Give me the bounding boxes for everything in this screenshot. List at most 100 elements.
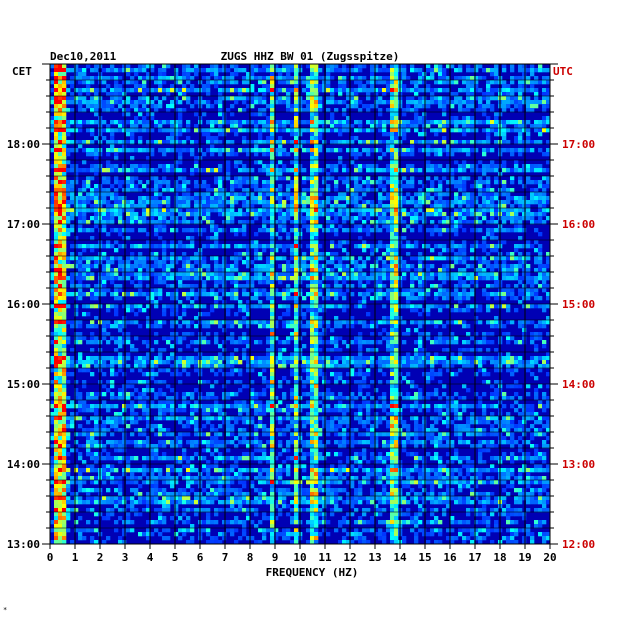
heatmap-cell: [166, 120, 171, 125]
heatmap-cell: [262, 188, 267, 193]
heatmap-cell: [266, 168, 271, 173]
heatmap-cell: [330, 120, 335, 125]
heatmap-cell: [538, 220, 543, 225]
heatmap-cell: [178, 188, 183, 193]
heatmap-cell: [490, 164, 495, 169]
heatmap-cell: [366, 228, 371, 233]
heatmap-cell: [366, 108, 371, 113]
heatmap-cell: [414, 308, 419, 313]
heatmap-cell: [546, 264, 551, 269]
heatmap-cell: [542, 104, 547, 109]
heatmap-cell: [390, 108, 395, 113]
heatmap-cell: [274, 148, 279, 153]
heatmap-cell: [310, 200, 315, 205]
heatmap-cell: [122, 196, 127, 201]
heatmap-cell: [278, 244, 283, 249]
heatmap-cell: [178, 100, 183, 105]
heatmap-cell: [482, 272, 487, 277]
heatmap-cell: [258, 304, 263, 309]
heatmap-cell: [66, 336, 71, 341]
heatmap-cell: [286, 168, 291, 173]
heatmap-cell: [262, 264, 267, 269]
heatmap-cell: [138, 164, 143, 169]
heatmap-cell: [78, 192, 83, 197]
heatmap-cell: [290, 264, 295, 269]
heatmap-cell: [434, 200, 439, 205]
heatmap-cell: [446, 268, 451, 273]
heatmap-cell: [54, 132, 59, 137]
heatmap-cell: [222, 112, 227, 117]
heatmap-cell: [270, 84, 275, 89]
heatmap-cell: [538, 320, 543, 325]
heatmap-cell: [454, 148, 459, 153]
heatmap-cell: [270, 160, 275, 165]
heatmap-cell: [322, 168, 327, 173]
heatmap-cell: [206, 312, 211, 317]
heatmap-cell: [430, 204, 435, 209]
heatmap-cell: [134, 216, 139, 221]
heatmap-cell: [518, 228, 523, 233]
heatmap-cell: [226, 264, 231, 269]
heatmap-cell: [502, 80, 507, 85]
heatmap-cell: [478, 220, 483, 225]
heatmap-cell: [526, 320, 531, 325]
heatmap-cell: [222, 276, 227, 281]
heatmap-cell: [458, 180, 463, 185]
heatmap-cell: [458, 280, 463, 285]
heatmap-cell: [542, 80, 547, 85]
heatmap-cell: [78, 168, 83, 173]
heatmap-cell: [170, 284, 175, 289]
heatmap-cell: [394, 68, 399, 73]
heatmap-cell: [230, 184, 235, 189]
heatmap-cell: [434, 168, 439, 173]
heatmap-cell: [218, 176, 223, 181]
heatmap-cell: [526, 244, 531, 249]
heatmap-cell: [62, 188, 67, 193]
heatmap-cell: [306, 272, 311, 277]
heatmap-cell: [170, 228, 175, 233]
heatmap-cell: [118, 204, 123, 209]
heatmap-cell: [242, 316, 247, 321]
heatmap-cell: [410, 144, 415, 149]
heatmap-cell: [430, 228, 435, 233]
heatmap-cell: [406, 100, 411, 105]
heatmap-cell: [54, 76, 59, 81]
heatmap-cell: [294, 244, 299, 249]
heatmap-cell: [122, 260, 127, 265]
heatmap-cell: [378, 280, 383, 285]
heatmap-cell: [486, 284, 491, 289]
heatmap-cell: [234, 160, 239, 165]
heatmap-cell: [286, 312, 291, 317]
heatmap-cell: [286, 244, 291, 249]
heatmap-cell: [158, 292, 163, 297]
heatmap-cell: [342, 76, 347, 81]
heatmap-cell: [350, 284, 355, 289]
heatmap-cell: [54, 272, 59, 277]
heatmap-cell: [94, 336, 99, 341]
heatmap-cell: [486, 92, 491, 97]
heatmap-cell: [162, 276, 167, 281]
heatmap-cell: [114, 108, 119, 113]
heatmap-cell: [190, 196, 195, 201]
heatmap-cell: [78, 120, 83, 125]
heatmap-cell: [542, 304, 547, 309]
heatmap-cell: [266, 180, 271, 185]
heatmap-cell: [202, 88, 207, 93]
heatmap-cell: [402, 108, 407, 113]
heatmap-cell: [406, 264, 411, 269]
heatmap-cell: [342, 268, 347, 273]
heatmap-cell: [270, 96, 275, 101]
heatmap-cell: [530, 288, 535, 293]
heatmap-cell: [102, 280, 107, 285]
heatmap-cell: [358, 284, 363, 289]
heatmap-cell: [354, 136, 359, 141]
heatmap-cell: [542, 92, 547, 97]
heatmap-cell: [110, 144, 115, 149]
heatmap-cell: [362, 292, 367, 297]
heatmap-cell: [134, 168, 139, 173]
heatmap-cell: [350, 76, 355, 81]
heatmap-cell: [270, 204, 275, 209]
heatmap-cell: [158, 200, 163, 205]
heatmap-cell: [534, 164, 539, 169]
heatmap-cell: [166, 256, 171, 261]
